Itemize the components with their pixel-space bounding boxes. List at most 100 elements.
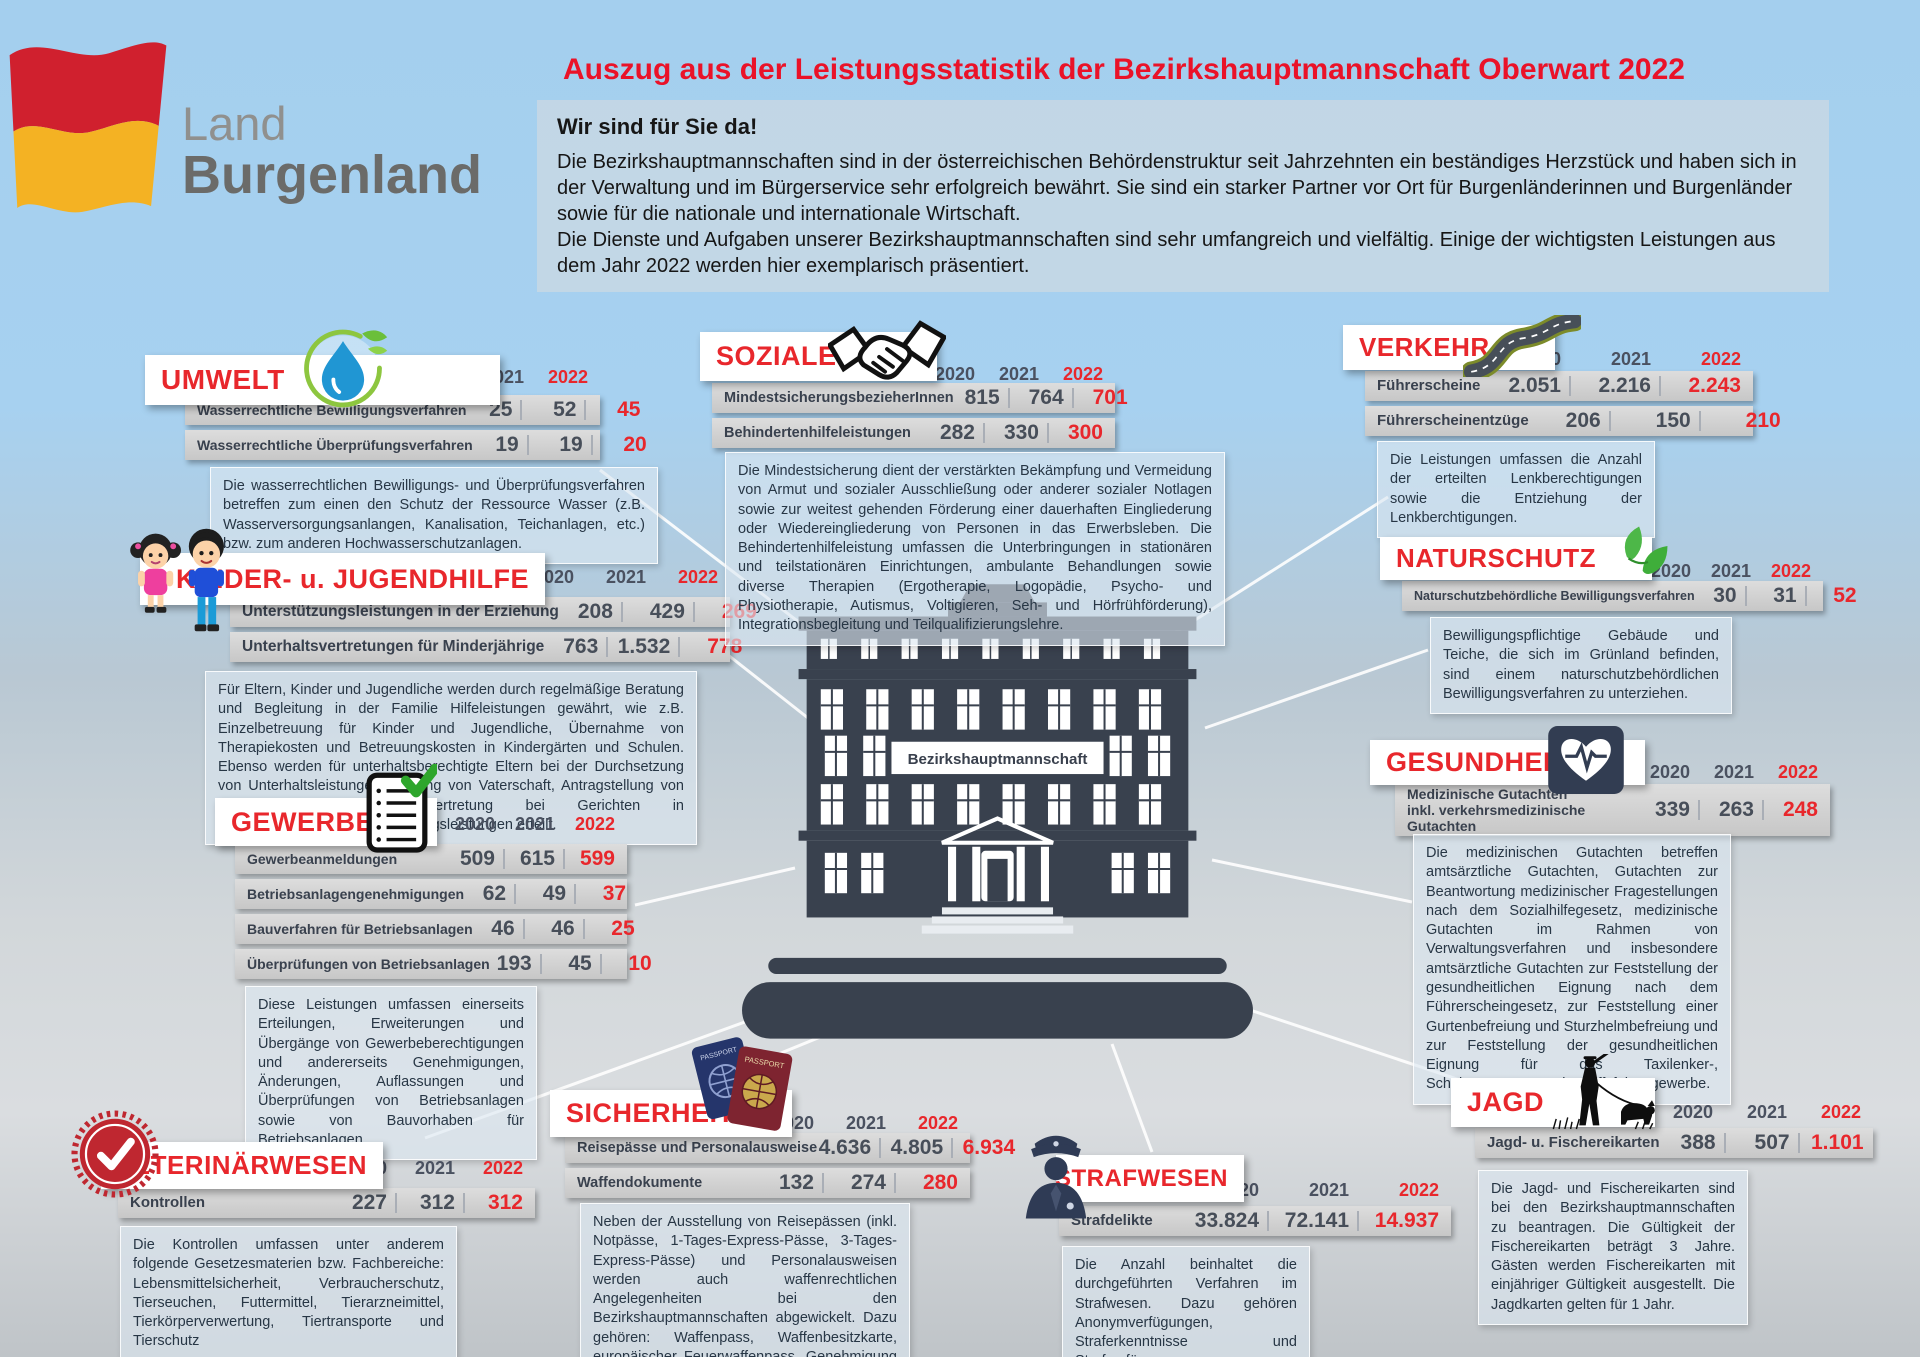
section-title: VERKEHR [1359,332,1490,362]
value-2021: 263 [1718,798,1754,822]
section-description: Die wasserrechtlichen Bewilligungs- und … [210,467,658,565]
table-row: Führerscheinentzüge 206 150 210 [1365,406,1781,436]
year-2021: 2021 [1710,561,1751,581]
value-2021: 615 [519,846,555,870]
separator [503,815,505,835]
value-2021: 429 [649,599,685,623]
logo-text: Land Burgenland [182,100,482,203]
year-2022: 2022 [547,367,588,387]
platform [742,957,1253,1039]
separator [1357,1210,1359,1231]
value-2022: 701 [1092,385,1128,409]
row-label: Unterhaltsvertretungen für Minderjährige [242,638,545,656]
heart-ekg-icon [1548,726,1624,794]
separator [951,1137,954,1158]
value-2021: 312 [419,1190,455,1214]
separator [1047,422,1049,443]
separator [574,883,577,904]
separator [1569,375,1571,396]
value-2022: 6.934 [962,1135,1016,1159]
value-2020: 62 [482,881,507,905]
value-2020: 19 [495,432,519,456]
table-row: Wasserrechtliche Überprüfungsverfahren 1… [185,430,647,460]
year-2022: 2022 [1820,1102,1861,1122]
portico [941,816,1054,902]
separator [1762,800,1764,821]
year-headers: 2020 2021 2022 [1644,762,1830,783]
value-2022: 20 [623,432,647,456]
steps [921,907,1074,934]
value-2020: 33.824 [1194,1208,1259,1232]
section-description: Bewilligungspflichtige Gebäude und Teich… [1430,617,1732,715]
year-2021: 2021 [845,1113,886,1133]
hunter-dog-icon [1549,1048,1657,1132]
year-2020: 2020 [454,814,495,834]
value-2022: 599 [579,846,615,870]
row-label: Gewerbeanmeldungen [247,850,398,867]
table-row: Bauverfahren für Betriebsanlagen 46 46 25 [235,914,635,944]
year-2021: 2021 [1746,1102,1787,1122]
value-2022: 37 [602,881,627,905]
value-2020: 763 [563,634,599,658]
row-label: Führerscheinentzüge [1377,412,1529,430]
row-label: Medizinische Gutachten inkl. verkehrsmed… [1407,786,1586,835]
leaves-icon [1608,523,1672,585]
separator [1267,1181,1269,1201]
section-description: Diese Leistungen umfassen einerseits Ert… [245,986,537,1161]
value-2020: 208 [577,599,613,623]
handshake-icon [826,296,948,408]
separator [1699,562,1701,582]
row-label: Behindertenhilfeleistungen [724,424,911,441]
value-2020: 193 [496,951,532,975]
table-row: Naturschutzbehördliche Bewilligungsverfa… [1402,581,1857,611]
separator [514,883,517,904]
separator [539,953,542,974]
intro-paragraph-1: Die Bezirkshauptmannschaften sind in der… [557,150,1797,225]
separator [1795,1103,1797,1123]
value-2022: 1.101 [1811,1130,1864,1154]
separator [1007,387,1010,408]
separator [503,848,505,869]
separator [582,918,585,939]
year-2021: 2021 [998,364,1039,384]
year-headers: 2020 2021 2022 [1649,561,1823,582]
value-2021: 52 [553,397,577,421]
logo-line2: Burgenland [182,144,483,205]
section-title: UMWELT [161,364,285,395]
separator [1608,410,1611,431]
separator [463,1192,465,1213]
table-row: Führerscheine 2.051 2.216 2.243 [1365,371,1753,401]
value-2021: 330 [1003,420,1039,444]
road-icon [1460,310,1585,383]
separator [1759,562,1761,582]
separator [526,434,529,455]
year-2022: 2022 [917,1113,958,1133]
separator [1721,1103,1723,1123]
separator [584,399,587,420]
table-row: Betriebsanlagengenehmigungen 62 49 37 [235,879,627,909]
table-row: Jagd- u. Fischereikarten 388 507 1.101 [1475,1128,1873,1158]
table-row: Behindertenhilfeleistungen 282 330 300 [712,418,1115,448]
separator [1797,1132,1800,1153]
year-2020: 2020 [934,364,975,384]
separator [522,918,525,939]
year-2020: 2020 [1649,762,1690,782]
section-title: GESUNDHEIT [1386,747,1569,777]
table-row: Strafdelikte 33.824 72.141 14.937 [1059,1206,1451,1236]
table-row: Kontrollen 227 312 312 [118,1188,535,1218]
value-2022: 10 [628,951,652,975]
table-row: MindestsicherungsbezieherInnen 815 764 701 [712,383,1128,413]
section-title: GEWERBE [231,806,375,837]
value-2020: 2.051 [1508,373,1561,397]
value-2022: 25 [611,916,635,940]
table-row: Überprüfungen von Betriebsanlagen 193 45 1… [235,949,652,979]
section-description: Die Leistungen umfassen die Anzahl der e… [1377,441,1655,539]
value-2021: 49 [542,881,567,905]
row-label: Führerscheine [1377,377,1481,395]
row-label: Jagd- u. Fischereikarten [1487,1134,1660,1152]
separator [395,1159,397,1179]
separator [1698,410,1701,431]
value-2020: 46 [491,916,515,940]
table-row: Waffendokumente 132 274 280 [565,1168,970,1198]
